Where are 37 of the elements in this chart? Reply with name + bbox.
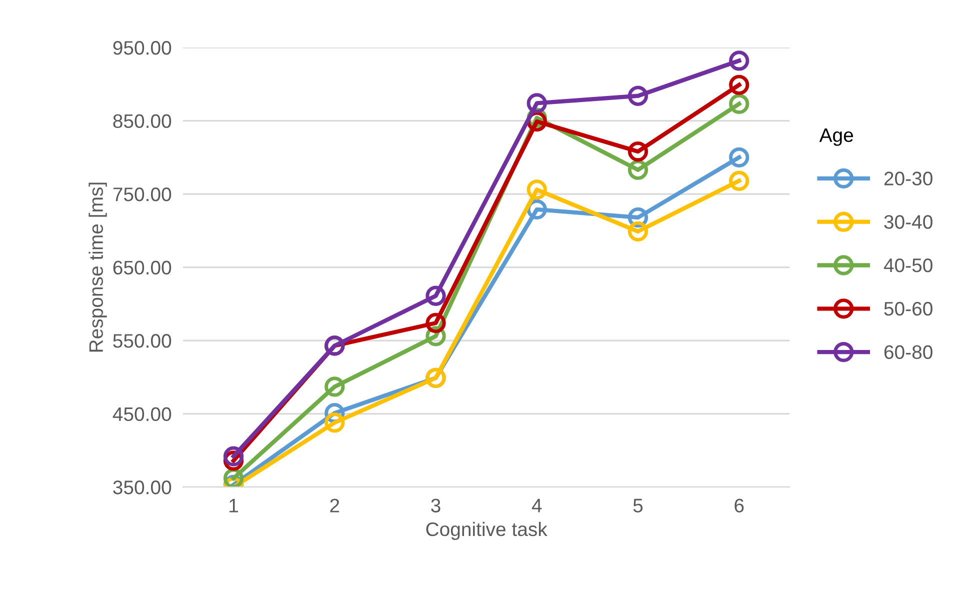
y-tick-label: 350.00 [113,480,172,494]
x-tick-label: 4 [532,498,542,512]
point [729,50,750,71]
y-tick-label: 850.00 [113,114,172,128]
x-tick-label: 5 [633,498,643,512]
point [729,94,750,114]
y-tick-label: 950.00 [113,40,172,55]
point [628,141,648,162]
point [526,93,547,114]
y-tick-label: 650.00 [113,260,172,275]
point [426,312,446,334]
legend-label: 30-40 [884,215,932,229]
y-axis-title: Response time [ms] [88,182,107,352]
x-tick-label: 1 [230,498,238,512]
y-tick-label: 550.00 [113,334,172,348]
point [729,74,750,95]
point [526,180,547,200]
legend-label: 20-30 [884,172,932,186]
point [324,412,345,433]
point [729,147,750,168]
legend-label: 60-80 [884,345,932,360]
point [324,376,345,397]
point [628,221,648,242]
legend-label: 50-60 [884,302,932,316]
point [729,170,750,191]
y-tick-label: 750.00 [113,188,172,202]
x-tick-label: 2 [330,498,340,512]
x-tick-label: 6 [734,498,744,512]
point [628,86,648,106]
legend-title: Age [819,128,854,146]
legend-label: 40-50 [884,258,932,272]
y-tick-label: 450.00 [112,407,172,422]
x-axis-title: Cognitive task [426,522,548,540]
point [426,286,446,306]
point [223,446,244,466]
point [628,160,648,180]
x-tick-label: 3 [431,498,440,512]
